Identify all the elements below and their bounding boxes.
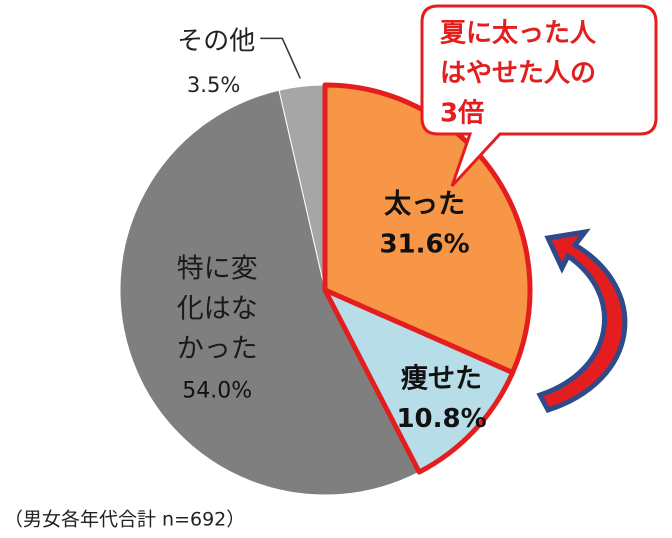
note: （男女各年代合計 n=692） <box>4 509 245 531</box>
leader-line <box>260 37 301 79</box>
category-label: その他 <box>177 27 255 57</box>
category-line: かった <box>177 333 258 364</box>
pie-slice <box>322 287 516 475</box>
arrow <box>536 228 628 414</box>
category-line: 特に変 <box>177 253 258 284</box>
category-label: 痩せた <box>401 363 482 394</box>
category-line: 化はな <box>177 293 258 324</box>
value-label: 10.8% <box>396 404 486 434</box>
value-label: 54.0% <box>182 379 252 404</box>
value-label: 31.6% <box>379 230 469 260</box>
category-line: 痩せた <box>401 363 482 394</box>
callout-box <box>420 4 658 188</box>
category-label: 特に変化はなかった <box>177 253 258 364</box>
value-label: 3.5% <box>187 73 240 97</box>
pie-slice <box>119 89 420 496</box>
category-label: 太った <box>384 189 465 220</box>
callout-text: 3倍 <box>440 99 484 129</box>
callout-text: はやせた人の <box>440 59 596 89</box>
callout-text: 夏に太った人 <box>440 19 597 49</box>
pie-labels: 太った 31.6% 痩せた 10.8% 特に変化はなかった 54.0% その他 3.5% <box>177 27 487 434</box>
category-line: 太った <box>384 189 465 220</box>
